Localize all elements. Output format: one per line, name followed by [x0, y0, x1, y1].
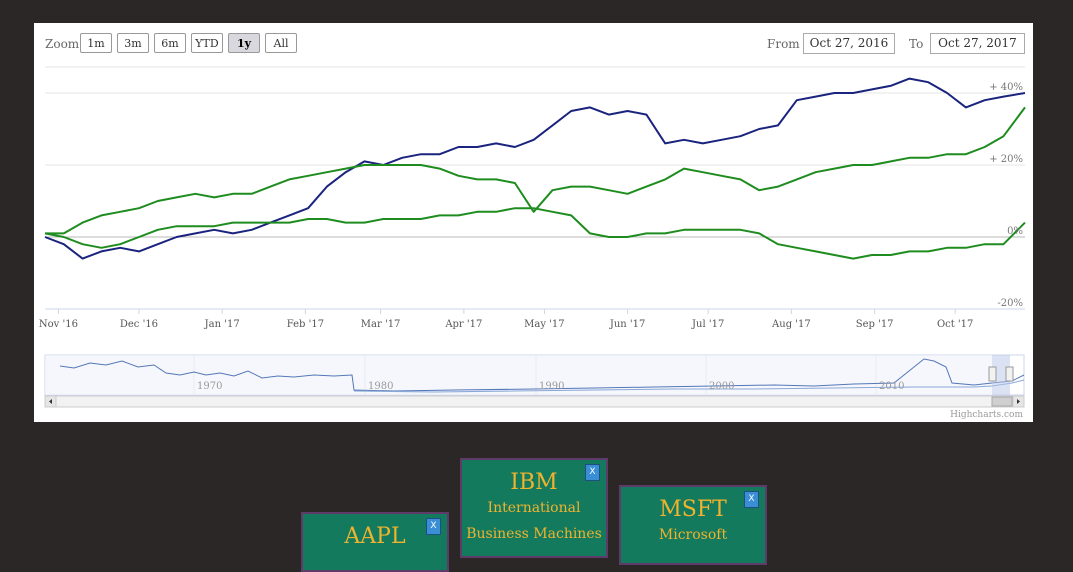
card-company-name-line-1: Microsoft [658, 527, 728, 543]
navigator-tick-label: 2000 [709, 381, 734, 392]
x-tick-label: Feb '17 [287, 319, 324, 330]
navigator-left-handle[interactable] [988, 366, 997, 382]
navigator[interactable]: 1970 1980 1990 2000 2010 [44, 354, 1025, 408]
x-tick-label: Oct '17 [937, 319, 973, 330]
card-symbol: MSFT [659, 497, 727, 522]
x-tick-label: Mar '17 [361, 319, 401, 330]
line-chart: + 40% + 20% 0% -20% Nov '16 Dec '16 Jan '17 Fe… [39, 66, 1026, 420]
stock-card-ibm[interactable]: IBM International Business Machines X [460, 458, 608, 558]
zoom-ytd-button[interactable]: YTD [191, 33, 223, 53]
chevron-left-icon [49, 399, 52, 404]
card-symbol: IBM [510, 470, 558, 495]
to-date-input[interactable]: Oct 27, 2017 [930, 33, 1025, 54]
navigator-selected-range[interactable] [992, 355, 1010, 395]
stock-chart-panel: Zoom 1m 3m 6m YTD 1y All From Oct 27, 20… [34, 23, 1033, 422]
highcharts-credit[interactable]: Highcharts.com [950, 410, 1023, 420]
from-label: From [767, 37, 800, 51]
x-tick-label: Jun '17 [609, 319, 646, 330]
card-company-name-line-2: Business Machines [466, 526, 602, 542]
y-tick-label: + 40% [989, 82, 1023, 93]
x-tick-label: Nov '16 [39, 319, 78, 330]
close-icon[interactable]: X [744, 491, 759, 508]
navigator-series-line [59, 358, 1025, 392]
navigator-tick-label: 2010 [879, 381, 904, 392]
y-tick-label: 0% [1007, 226, 1023, 237]
y-tick-label: + 20% [989, 154, 1023, 165]
zoom-all-button[interactable]: All [265, 33, 297, 53]
stock-card-msft[interactable]: MSFT Microsoft X [619, 485, 767, 565]
scrollbar-thumb[interactable] [991, 396, 1013, 407]
y-tick-label: -20% [997, 298, 1023, 309]
x-tick-label: Sep '17 [856, 319, 894, 330]
to-label: To [909, 37, 924, 51]
series-line-3[interactable] [44, 207, 1026, 260]
close-icon[interactable]: X [426, 518, 441, 535]
zoom-6m-button[interactable]: 6m [154, 33, 186, 53]
navigator-tick-label: 1980 [368, 381, 393, 392]
x-tick-label: Apr '17 [444, 319, 482, 330]
zoom-3m-button[interactable]: 3m [117, 33, 149, 53]
x-tick-label: Dec '16 [120, 319, 158, 330]
series-line-1[interactable] [44, 77, 1026, 260]
navigator-tick-label: 1990 [539, 381, 564, 392]
x-tick-label: Aug '17 [771, 319, 811, 330]
navigator-tick-label: 1970 [197, 381, 222, 392]
navigator-right-handle[interactable] [1005, 366, 1014, 382]
x-tick-label: May '17 [524, 319, 565, 330]
card-company-name-line-1: International [487, 500, 581, 516]
stock-card-aapl[interactable]: AAPL X [301, 512, 449, 572]
from-date-input[interactable]: Oct 27, 2016 [803, 33, 895, 54]
scrollbar-track[interactable] [44, 395, 1025, 408]
zoom-label: Zoom [45, 37, 80, 51]
x-tick-label: Jul '17 [691, 319, 724, 330]
zoom-1m-button[interactable]: 1m [80, 33, 112, 53]
close-icon[interactable]: X [585, 464, 600, 481]
card-symbol: AAPL [344, 524, 406, 549]
x-tick-label: Jan '17 [204, 319, 240, 330]
series-line-2[interactable] [45, 106, 1026, 235]
zoom-1y-button[interactable]: 1y [228, 33, 260, 53]
chevron-right-icon [1017, 399, 1020, 404]
